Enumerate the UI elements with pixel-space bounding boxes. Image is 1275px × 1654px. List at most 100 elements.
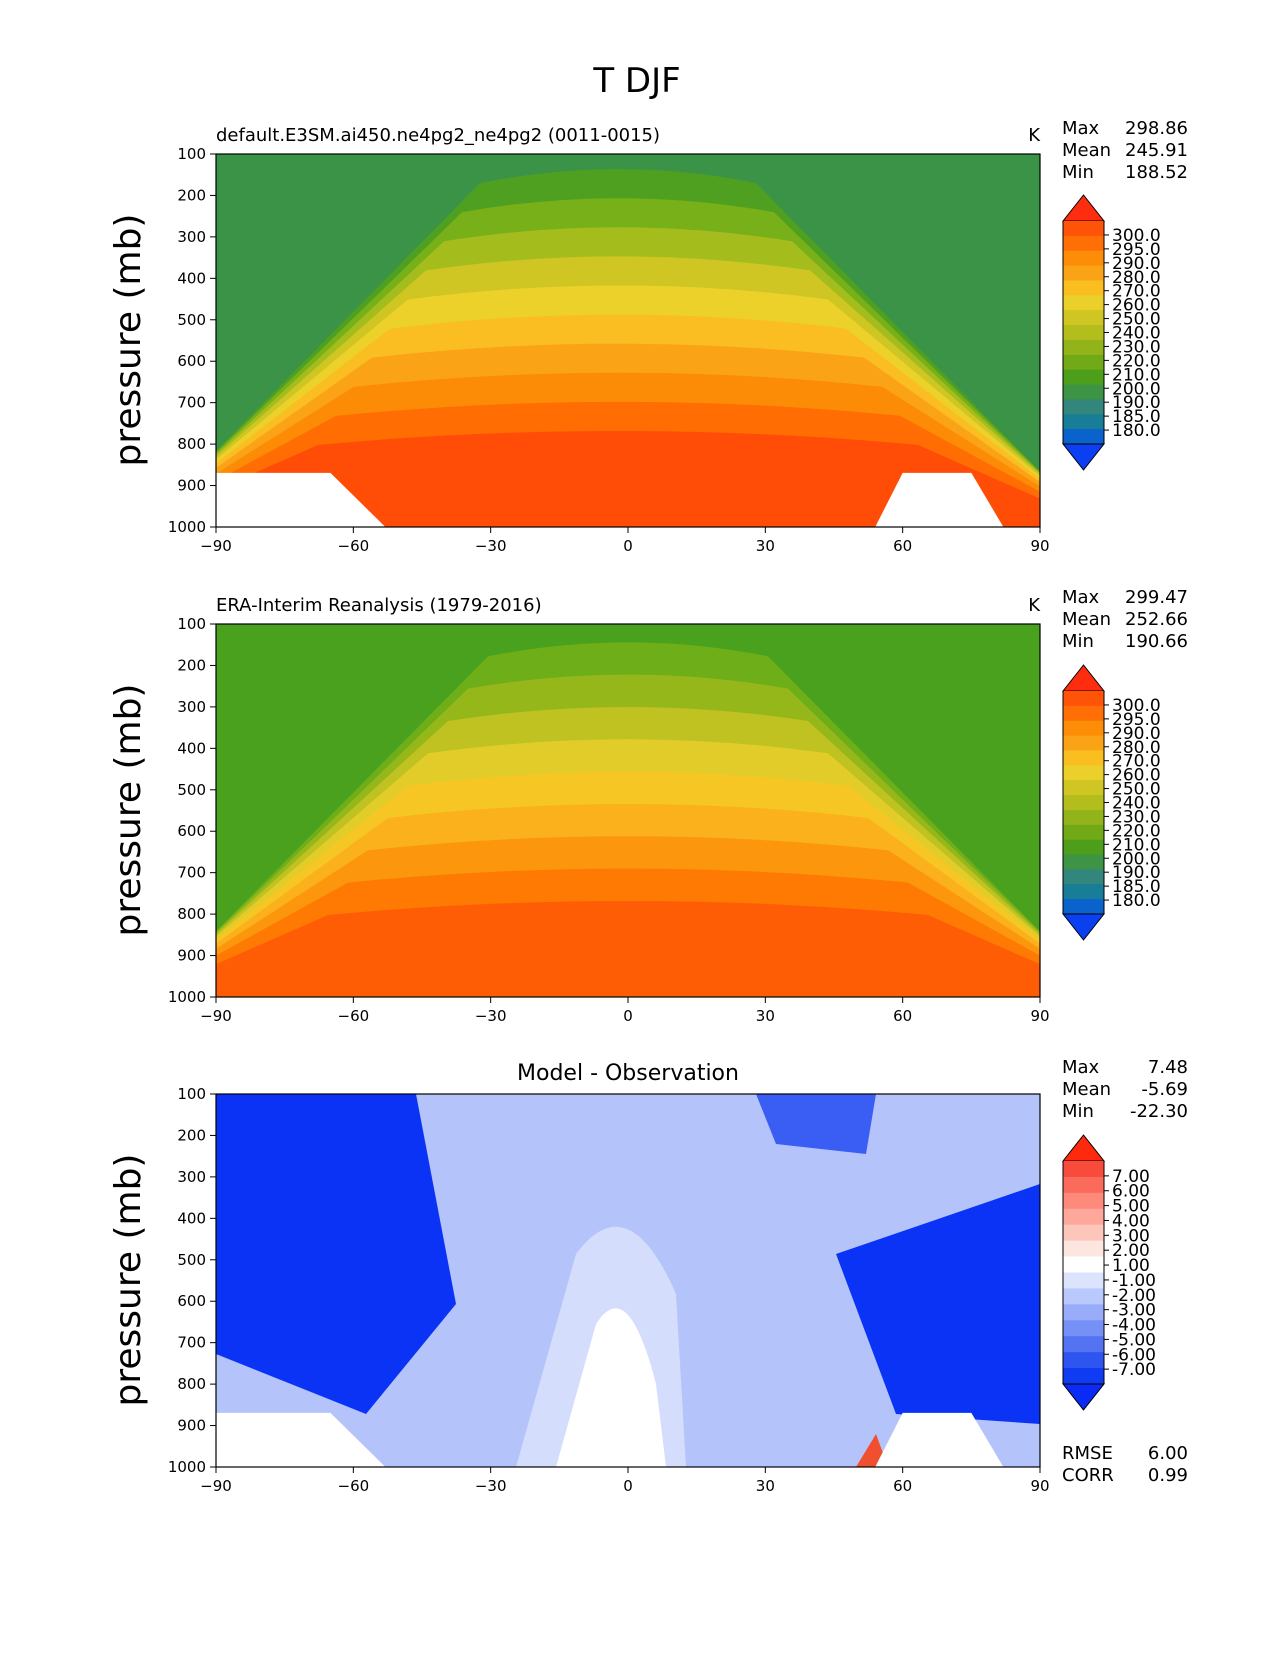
colorbar-tick-label: 180.0 — [1112, 891, 1161, 911]
colorbar-tick-label: -1.00 — [1112, 1271, 1156, 1291]
stat-value-mean: -5.69 — [1141, 1079, 1188, 1100]
colorbar-segment — [1063, 809, 1104, 826]
y-tick-label: 900 — [177, 947, 206, 965]
y-tick-label: 800 — [177, 905, 206, 923]
x-tick-label: −30 — [475, 1477, 507, 1495]
missing-region — [216, 1412, 386, 1467]
colorbar-tick-label: 185.0 — [1112, 877, 1161, 897]
panel-title: ERA-Interim Reanalysis (1979-2016) — [216, 595, 542, 616]
colorbar: 300.0295.0290.0280.0270.0260.0250.0240.0… — [1061, 194, 1161, 471]
contour-band — [216, 430, 1040, 527]
colorbar-segment — [1063, 310, 1104, 326]
colorbar-tick-label: 280.0 — [1112, 268, 1161, 288]
colorbar-segment — [1063, 1224, 1104, 1242]
contour-field — [216, 1094, 1040, 1467]
contour-band — [836, 1184, 1040, 1424]
colorbar-segment — [1063, 1192, 1104, 1210]
colorbar-tick-label: 240.0 — [1112, 794, 1161, 814]
y-tick-label: 500 — [177, 1251, 206, 1269]
stats-block: Max 299.47 Mean 252.66 Min 190.66 — [1062, 587, 1188, 652]
stat-label-max: Max — [1062, 118, 1100, 139]
colorbar-tick-label: 1.00 — [1112, 1256, 1150, 1276]
x-tick-label: −90 — [200, 1007, 232, 1025]
contour-bands — [216, 154, 1040, 527]
stat-label-min: Min — [1062, 1101, 1094, 1122]
colorbar-extend-top — [1061, 664, 1106, 692]
colorbar-segment — [1063, 399, 1104, 415]
x-tick-label: 0 — [623, 1007, 633, 1025]
colorbar-segment — [1063, 354, 1104, 371]
colorbar-tick-label: 210.0 — [1112, 835, 1161, 855]
stat-value-mean: 252.66 — [1125, 609, 1188, 630]
colorbar-tick-label: 295.0 — [1112, 710, 1161, 730]
stat-value-max: 7.48 — [1148, 1057, 1188, 1078]
colorbar-segment — [1063, 384, 1104, 400]
colorbar-segment — [1063, 824, 1104, 841]
contour-bands — [216, 1094, 1040, 1467]
x-tick-label: 0 — [623, 1477, 633, 1495]
colorbar-tick-label: 250.0 — [1112, 780, 1161, 800]
y-tick-label: 400 — [177, 269, 206, 287]
colorbar-segment — [1063, 250, 1104, 267]
colorbar-segment — [1063, 795, 1104, 811]
contour-band — [216, 900, 1040, 997]
stat-value-rmse: 6.00 — [1148, 1443, 1188, 1464]
x-tick-label: 30 — [756, 1477, 775, 1495]
colorbar-tick-label: 7.00 — [1112, 1167, 1150, 1187]
colorbar-tick-label: 190.0 — [1112, 393, 1161, 413]
colorbar-tick-label: 5.00 — [1112, 1197, 1150, 1217]
y-tick-label: 900 — [177, 1417, 206, 1435]
colorbar-segment — [1063, 325, 1104, 341]
y-tick-label: 100 — [177, 145, 206, 163]
colorbar-segment — [1063, 295, 1104, 311]
colorbar-tick-label: 250.0 — [1112, 310, 1161, 330]
colorbar-segment — [1063, 1336, 1104, 1353]
x-tick-label: 30 — [756, 1007, 775, 1025]
colorbar-segment — [1063, 720, 1104, 737]
colorbar-segment — [1063, 735, 1104, 751]
colorbar-tick-label: 300.0 — [1112, 226, 1161, 246]
colorbar-tick-label: 270.0 — [1112, 282, 1161, 302]
contour-band — [756, 1094, 876, 1154]
colorbar-tick-label: 4.00 — [1112, 1211, 1150, 1231]
y-tick-label: 500 — [177, 311, 206, 329]
colorbar-tick-label: 230.0 — [1112, 807, 1161, 827]
colorbar-tick-label: 190.0 — [1112, 863, 1161, 883]
colorbar-segment — [1063, 1208, 1104, 1226]
colorbar-segment — [1063, 839, 1104, 856]
panel-title: default.E3SM.ai450.ne4pg2_ne4pg2 (0011-0… — [216, 125, 660, 146]
colorbar-tick-label: -4.00 — [1112, 1316, 1156, 1336]
colorbar-tick-label: 6.00 — [1112, 1182, 1150, 1202]
x-tick-label: 60 — [893, 1477, 912, 1495]
colorbar-segment — [1063, 1304, 1104, 1321]
colorbar-segment — [1063, 691, 1104, 707]
y-tick-label: 1000 — [168, 518, 206, 536]
stat-value-min: -22.30 — [1130, 1101, 1188, 1122]
y-tick-label: 600 — [177, 822, 206, 840]
y-tick-label: 200 — [177, 186, 206, 204]
x-tick-label: 0 — [623, 537, 633, 555]
stat-label-corr: CORR — [1062, 1465, 1114, 1486]
x-tick-label: −60 — [338, 1007, 370, 1025]
colorbar-tick-label: 290.0 — [1112, 724, 1161, 744]
panel-diff: Model - Observation Max 7.48 Mean -5.69 … — [108, 1057, 1188, 1495]
stat-value-max: 299.47 — [1125, 587, 1188, 608]
colorbar-tick-label: 200.0 — [1112, 379, 1161, 399]
colorbar-segment — [1063, 750, 1104, 766]
colorbar-tick-label: 200.0 — [1112, 849, 1161, 869]
colorbar-outline — [1062, 1161, 1105, 1384]
colorbar-segment — [1063, 221, 1104, 237]
y-tick-label: 200 — [177, 1126, 206, 1144]
colorbar: 300.0295.0290.0280.0270.0260.0250.0240.0… — [1061, 664, 1161, 941]
x-tick-label: 90 — [1030, 1477, 1049, 1495]
colorbar-segment — [1063, 1161, 1104, 1178]
stat-value-mean: 245.91 — [1125, 140, 1188, 161]
y-tick-label: 300 — [177, 228, 206, 246]
x-tick-label: −60 — [338, 537, 370, 555]
colorbar-tick-label: 220.0 — [1112, 351, 1161, 371]
colorbar-tick-label: 295.0 — [1112, 240, 1161, 260]
colorbar-segment — [1063, 765, 1104, 781]
x-tick-label: −30 — [475, 537, 507, 555]
colorbar-segment — [1063, 1272, 1104, 1289]
y-tick-label: 100 — [177, 1085, 206, 1103]
